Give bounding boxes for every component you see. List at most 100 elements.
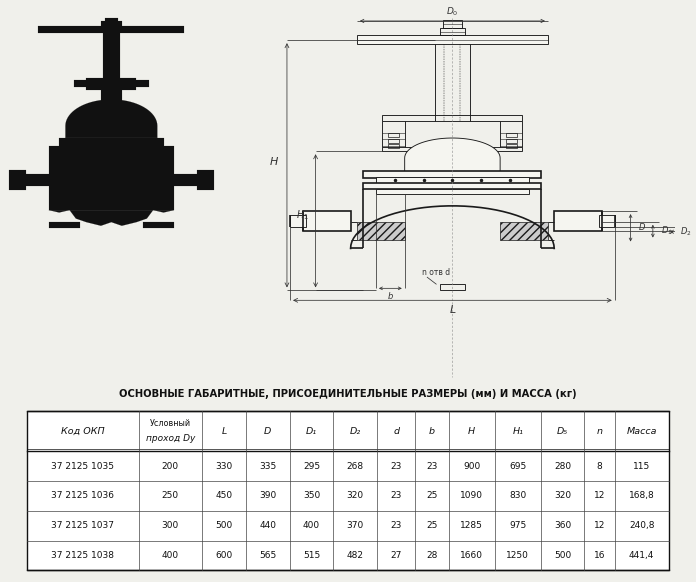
Bar	[388, 139, 399, 143]
Text: 37 2125 1035: 37 2125 1035	[52, 462, 114, 471]
Bar	[443, 20, 462, 27]
Polygon shape	[49, 146, 174, 210]
Polygon shape	[38, 26, 184, 33]
Text: $D_2$: $D_2$	[680, 226, 692, 238]
Polygon shape	[9, 171, 26, 190]
Text: 900: 900	[463, 462, 480, 471]
Text: 975: 975	[509, 521, 526, 530]
Polygon shape	[103, 33, 120, 78]
Text: $H_1$: $H_1$	[296, 208, 309, 222]
Text: $D_0$: $D_0$	[446, 5, 459, 17]
Text: 500: 500	[215, 521, 232, 530]
Bar	[303, 211, 351, 231]
Text: b: b	[388, 292, 393, 301]
Text: D: D	[638, 223, 645, 232]
Polygon shape	[49, 222, 80, 228]
Bar	[363, 183, 541, 189]
Text: 320: 320	[554, 491, 571, 501]
Bar	[357, 35, 548, 44]
Bar	[27, 411, 669, 570]
Text: D₁: D₁	[306, 427, 317, 436]
Text: 500: 500	[554, 551, 571, 560]
Bar	[388, 133, 399, 137]
Text: 360: 360	[554, 521, 571, 530]
Text: ОСНОВНЫЕ ГАБАРИТНЫЕ, ПРИСОЕДИНИТЕЛЬНЫЕ РАЗМЕРЫ (мм) И МАССА (кг): ОСНОВНЫЕ ГАБАРИТНЫЕ, ПРИСОЕДИНИТЕЛЬНЫЕ Р…	[119, 389, 577, 399]
Text: 695: 695	[509, 462, 526, 471]
Text: 440: 440	[259, 521, 276, 530]
Polygon shape	[65, 100, 157, 138]
Text: 27: 27	[390, 551, 402, 560]
Text: 1285: 1285	[460, 521, 483, 530]
Text: 1660: 1660	[460, 551, 483, 560]
Polygon shape	[500, 222, 548, 240]
Text: H₁: H₁	[512, 427, 523, 436]
Text: d: d	[393, 427, 399, 436]
Text: 330: 330	[215, 462, 232, 471]
Bar	[554, 211, 602, 231]
Bar	[363, 171, 541, 178]
Text: 320: 320	[347, 491, 364, 501]
Text: 23: 23	[426, 462, 438, 471]
Text: 25: 25	[426, 521, 438, 530]
Text: 240,8: 240,8	[629, 521, 654, 530]
Text: H: H	[270, 157, 278, 166]
Text: 25: 25	[426, 491, 438, 501]
Text: 200: 200	[161, 462, 179, 471]
Text: 268: 268	[347, 462, 364, 471]
Bar	[505, 133, 516, 137]
Text: 482: 482	[347, 551, 363, 560]
Text: 400: 400	[303, 521, 320, 530]
Text: 23: 23	[390, 462, 402, 471]
Text: 250: 250	[161, 491, 179, 501]
Text: проход Dу: проход Dу	[145, 434, 195, 443]
Polygon shape	[134, 80, 149, 87]
Bar	[388, 144, 399, 148]
Bar	[599, 215, 615, 227]
Polygon shape	[59, 138, 164, 146]
Bar	[376, 189, 529, 194]
Text: $D_1$: $D_1$	[661, 225, 672, 237]
Text: 295: 295	[303, 462, 320, 471]
Text: 23: 23	[390, 521, 402, 530]
Text: 8: 8	[596, 462, 603, 471]
Text: n: n	[596, 427, 603, 436]
Text: 370: 370	[347, 521, 364, 530]
Text: Масса: Масса	[626, 427, 657, 436]
Text: 350: 350	[303, 491, 320, 501]
Text: 441,4: 441,4	[629, 551, 654, 560]
Bar	[505, 139, 516, 143]
Text: Условный: Условный	[150, 419, 191, 428]
Polygon shape	[101, 90, 122, 126]
Text: 16: 16	[594, 551, 606, 560]
Text: 1090: 1090	[460, 491, 483, 501]
Polygon shape	[101, 22, 122, 26]
Text: n отв d: n отв d	[422, 268, 450, 277]
Bar	[290, 215, 306, 227]
Text: 600: 600	[215, 551, 232, 560]
Text: 12: 12	[594, 521, 606, 530]
Text: 115: 115	[633, 462, 650, 471]
Polygon shape	[86, 78, 136, 90]
Bar	[382, 147, 523, 151]
Polygon shape	[164, 174, 205, 186]
Text: 565: 565	[259, 551, 276, 560]
Polygon shape	[404, 138, 500, 174]
Text: Код ОКП: Код ОКП	[61, 427, 104, 436]
Text: L: L	[450, 305, 455, 315]
Text: 300: 300	[161, 521, 179, 530]
Text: 168,8: 168,8	[628, 491, 654, 501]
Text: 37 2125 1038: 37 2125 1038	[52, 551, 114, 560]
Text: b: b	[429, 427, 435, 436]
Bar	[505, 144, 516, 148]
Text: 515: 515	[303, 551, 320, 560]
Polygon shape	[49, 210, 174, 226]
Bar	[440, 283, 465, 290]
Text: 390: 390	[259, 491, 276, 501]
Bar	[440, 27, 465, 35]
Polygon shape	[197, 171, 214, 190]
Polygon shape	[17, 174, 59, 186]
Text: L: L	[221, 427, 227, 436]
Text: 37 2125 1037: 37 2125 1037	[52, 521, 114, 530]
Bar	[382, 115, 523, 120]
Text: 12: 12	[594, 491, 606, 501]
